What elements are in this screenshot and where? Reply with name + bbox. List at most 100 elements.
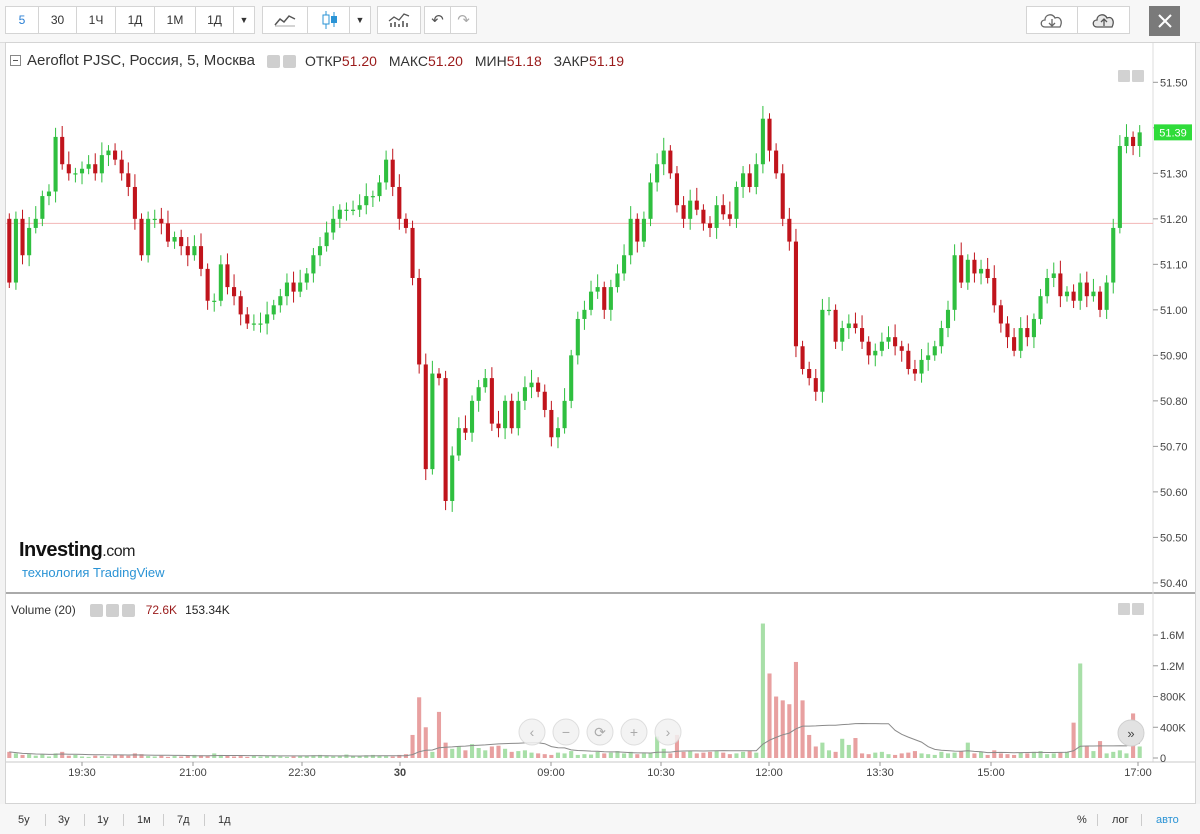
interval-1d[interactable]: 1Д <box>115 6 155 34</box>
volume-bar <box>615 751 620 758</box>
investing-logo[interactable]: Investing.com <box>19 539 135 561</box>
auto-toggle[interactable]: авто <box>1156 814 1179 826</box>
volume-bar <box>1012 754 1017 758</box>
collapse-icon[interactable] <box>10 55 21 66</box>
candle-body <box>549 409 554 438</box>
candle-body <box>873 350 878 356</box>
volume-bar <box>681 751 686 758</box>
remove-icon[interactable] <box>121 604 135 618</box>
candle-body <box>674 173 680 206</box>
volume-bar <box>284 756 289 758</box>
volume-bar <box>840 738 845 758</box>
volume-bar <box>119 754 124 758</box>
candle-body <box>846 323 851 329</box>
candle-body <box>86 164 91 169</box>
settings-icon[interactable] <box>105 604 119 618</box>
volume-bar <box>337 756 342 758</box>
candle-body <box>344 209 349 211</box>
volume-bar <box>73 754 78 758</box>
cloud-upload-button[interactable] <box>1077 6 1130 34</box>
volume-value: 72.6K <box>145 603 178 618</box>
time-tick-label: 12:00 <box>755 767 783 779</box>
close-label: ЗАКР <box>553 52 589 69</box>
candle-body <box>793 241 798 347</box>
volume-bar <box>562 753 567 758</box>
candle-body <box>932 346 937 356</box>
volume-bar <box>648 752 653 758</box>
candle-chart-button[interactable] <box>307 6 353 34</box>
volume-bar <box>238 756 243 758</box>
interval-dropdown[interactable]: ▼ <box>233 6 255 34</box>
candle-body <box>179 237 184 247</box>
volume-bar <box>443 742 448 758</box>
volume-bar <box>139 754 144 758</box>
tradingview-credit[interactable]: технология TradingView <box>22 565 165 580</box>
candle-body <box>860 328 865 342</box>
candle-body <box>509 400 514 429</box>
range-7d[interactable]: 7д <box>177 814 190 826</box>
volume-bar <box>146 756 151 758</box>
candle-body <box>423 364 428 470</box>
redo-button[interactable]: ↷ <box>450 6 477 34</box>
volume-bar <box>1031 751 1036 758</box>
undo-button[interactable]: ↶ <box>424 6 451 34</box>
volume-bar <box>721 752 726 758</box>
volume-bar <box>1071 722 1076 758</box>
range-1y[interactable]: 1y <box>97 814 109 826</box>
volume-bar <box>522 750 527 758</box>
range-3y[interactable]: 3y <box>58 814 70 826</box>
divider <box>123 814 124 826</box>
candle-body <box>681 205 686 219</box>
volume-bar <box>463 750 468 758</box>
candle-body <box>1091 291 1096 297</box>
range-1d[interactable]: 1д <box>218 814 231 826</box>
volume-bar <box>27 754 32 758</box>
volume-bar <box>688 751 693 758</box>
volume-tick-label: 400K <box>1160 722 1186 734</box>
candle-body <box>106 150 111 156</box>
chart-container <box>5 42 1196 804</box>
indicators-button[interactable] <box>377 6 421 34</box>
candle-body <box>780 173 785 219</box>
candle-body <box>463 428 468 433</box>
settings-icon[interactable] <box>282 54 296 68</box>
volume-bar <box>370 754 375 758</box>
time-tick-label: 13:30 <box>866 767 894 779</box>
candle-body <box>278 296 283 306</box>
volume-ma-value: 153.34K <box>185 603 230 618</box>
volume-bar <box>767 673 772 758</box>
volume-bar <box>985 754 990 758</box>
chart-type-dropdown[interactable]: ▼ <box>349 6 371 34</box>
interval-custom[interactable]: 1Д <box>195 6 234 34</box>
cloud-download-button[interactable] <box>1026 6 1078 34</box>
volume-bar <box>622 753 627 758</box>
volume-bar <box>40 754 45 758</box>
eye-icon[interactable] <box>266 54 280 68</box>
candle-body <box>311 255 316 274</box>
volume-bar <box>820 742 825 758</box>
volume-bar <box>384 756 389 758</box>
candle-body <box>562 400 567 429</box>
close-icon <box>1157 14 1172 28</box>
log-toggle[interactable]: лог <box>1112 814 1129 826</box>
volume-bar <box>298 755 303 758</box>
candle-body <box>370 196 375 198</box>
interval-1m[interactable]: 1М <box>154 6 196 34</box>
volume-bar <box>483 750 488 758</box>
candle-body <box>588 291 594 310</box>
close-button[interactable] <box>1149 6 1180 36</box>
candle-body <box>218 264 223 301</box>
volume-bar <box>430 751 435 758</box>
range-1m[interactable]: 1м <box>137 814 151 826</box>
volume-bar <box>205 756 210 758</box>
range-5y[interactable]: 5y <box>18 814 30 826</box>
volume-bar <box>628 751 633 758</box>
candle-body <box>1117 146 1122 228</box>
volume-bar <box>813 746 818 758</box>
eye-icon[interactable] <box>89 604 103 618</box>
volume-label: Volume (20) <box>11 603 76 618</box>
interval-30[interactable]: 30 <box>38 6 77 34</box>
interval-5[interactable]: 5 <box>5 6 39 34</box>
percent-toggle[interactable]: % <box>1077 814 1087 826</box>
